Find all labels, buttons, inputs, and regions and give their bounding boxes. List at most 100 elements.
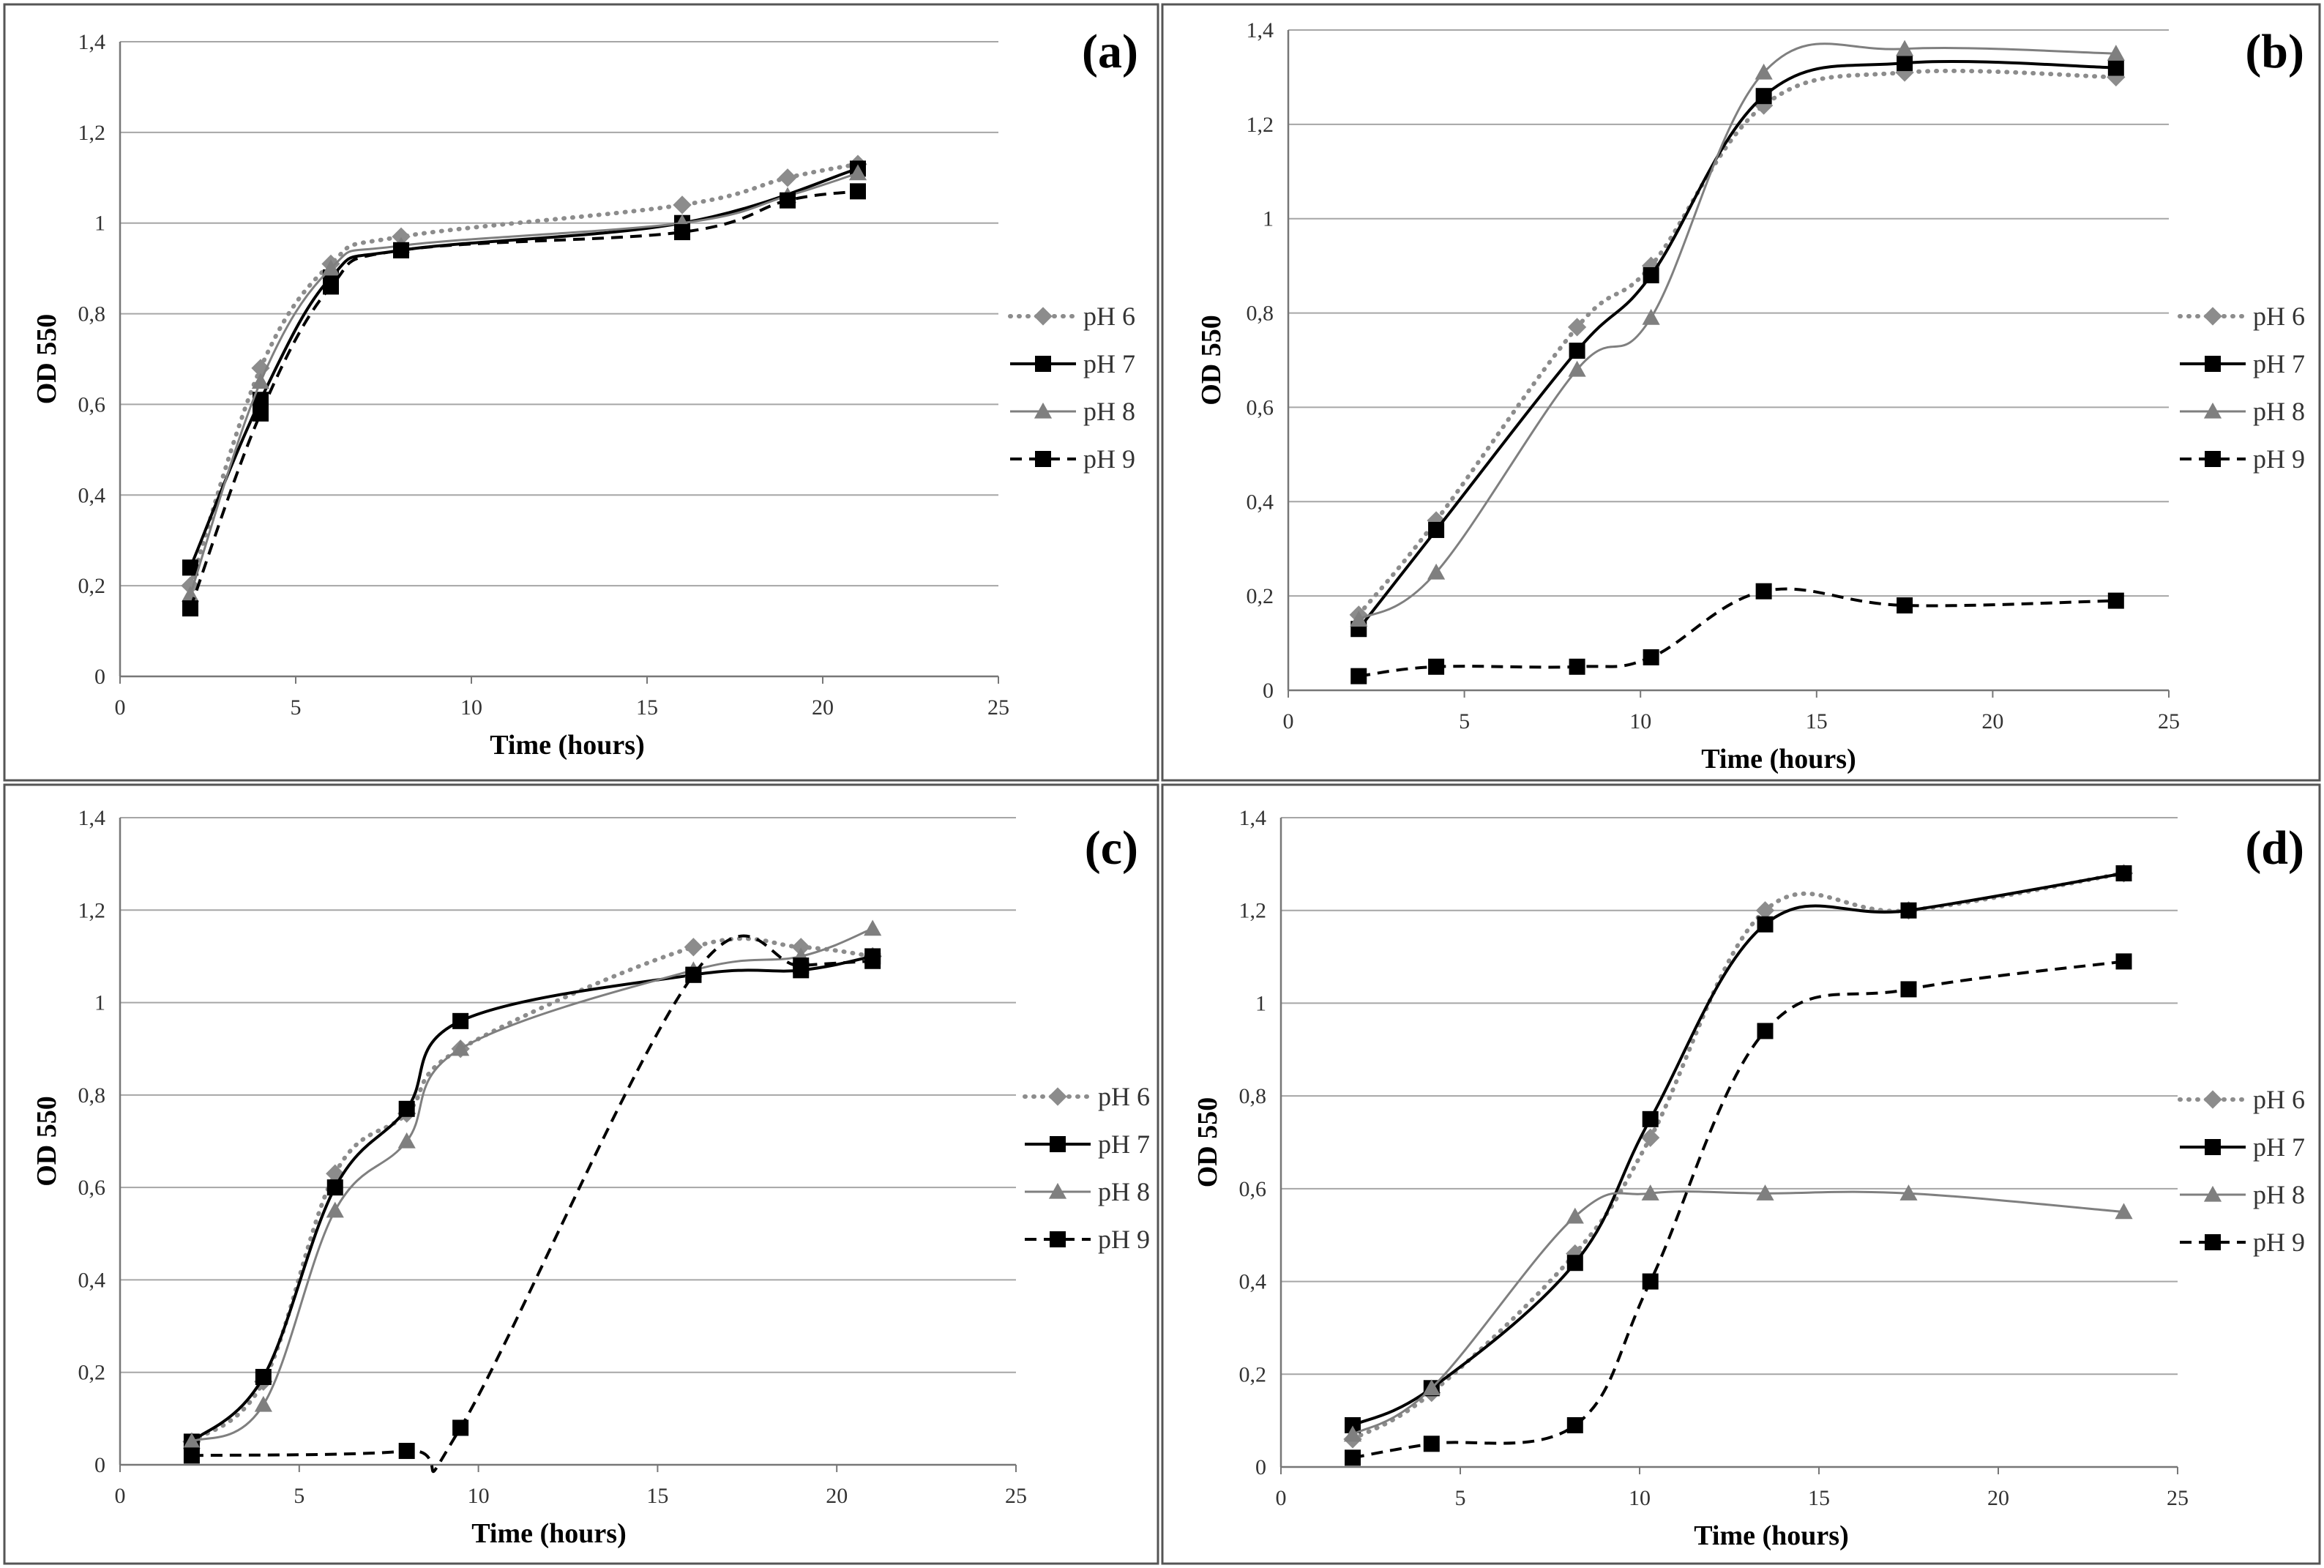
x-tick-label: 10 bbox=[468, 1484, 490, 1508]
legend-marker bbox=[1035, 451, 1051, 467]
data-point bbox=[864, 952, 881, 969]
data-point bbox=[181, 576, 200, 595]
y-axis-title: OD 550 bbox=[31, 1096, 62, 1187]
series-line bbox=[188, 162, 860, 589]
data-point bbox=[1569, 658, 1585, 675]
y-tick-label: 0,4 bbox=[1239, 1270, 1267, 1294]
legend-marker bbox=[1048, 1087, 1067, 1106]
y-tick-label: 0 bbox=[1255, 1455, 1266, 1479]
y-tick-label: 1 bbox=[94, 212, 105, 236]
legend-label: pH 7 bbox=[2253, 1132, 2305, 1162]
y-tick-label: 0,2 bbox=[78, 574, 106, 598]
legend-marker bbox=[2205, 356, 2221, 372]
chart-panel-c: 0 0,2 0,4 0,6 0,8 1 1,2 1,4 0 5 10 15 20 25 Time (hour… bbox=[31, 806, 1150, 1549]
legend-entry-ph-8: pH 8 bbox=[1010, 397, 1135, 426]
legend-entry-ph-9: pH 9 bbox=[2180, 1228, 2305, 1257]
legend-entry-ph-6: pH 6 bbox=[1008, 302, 1135, 331]
legend-label: pH 8 bbox=[1083, 397, 1135, 426]
data-point bbox=[182, 559, 198, 576]
x-tick-label: 15 bbox=[636, 695, 658, 720]
data-point bbox=[452, 1012, 469, 1029]
legend-entry-ph-8: pH 8 bbox=[1025, 1177, 1150, 1206]
data-point bbox=[393, 242, 409, 258]
data-point bbox=[1757, 1023, 1774, 1039]
series-ph-6 bbox=[181, 154, 867, 595]
legend-label: pH 9 bbox=[2253, 444, 2305, 474]
legend-label: pH 6 bbox=[1098, 1082, 1150, 1111]
data-point bbox=[251, 373, 270, 389]
data-point bbox=[182, 600, 198, 617]
x-tick-label: 0 bbox=[115, 1484, 126, 1508]
data-point bbox=[1428, 521, 1445, 538]
data-point bbox=[780, 192, 796, 209]
y-tick-label: 1,4 bbox=[1239, 806, 1267, 830]
data-point bbox=[326, 1201, 344, 1218]
data-point bbox=[850, 183, 866, 200]
y-tick-label: 0 bbox=[94, 1453, 105, 1477]
y-tick-label: 0,6 bbox=[1247, 395, 1274, 419]
y-tick-label: 0,8 bbox=[1247, 302, 1274, 326]
x-tick-label: 0 bbox=[1283, 709, 1294, 733]
y-tick-label: 0,4 bbox=[1247, 490, 1274, 514]
x-tick-label: 10 bbox=[1629, 1486, 1651, 1510]
legend-entry-ph-7: pH 7 bbox=[2180, 349, 2305, 378]
data-point bbox=[1350, 668, 1367, 684]
data-point bbox=[397, 1132, 416, 1149]
y-tick-label: 1,4 bbox=[1247, 18, 1274, 42]
panel-label: (c) bbox=[1085, 821, 1138, 875]
legend-marker bbox=[1048, 1182, 1067, 1199]
series-line bbox=[189, 167, 859, 569]
y-axis-title: OD 550 bbox=[1196, 315, 1227, 406]
panel-frame bbox=[3, 3, 1159, 782]
data-point bbox=[1757, 916, 1774, 933]
y-tick-label: 1,2 bbox=[1247, 113, 1274, 137]
y-tick-label: 0 bbox=[94, 665, 105, 689]
data-point bbox=[1896, 40, 1914, 56]
series-ph-7 bbox=[1350, 55, 2124, 638]
legend-label: pH 9 bbox=[2253, 1228, 2305, 1257]
series-line bbox=[190, 955, 873, 1443]
x-tick-label: 20 bbox=[812, 695, 834, 720]
legend-label: pH 6 bbox=[2253, 1085, 2305, 1114]
data-point bbox=[1897, 597, 1913, 614]
x-tick-label: 10 bbox=[460, 695, 482, 720]
data-point bbox=[1566, 1255, 1583, 1272]
data-point bbox=[674, 224, 690, 241]
chart-panel-d: 0 0,2 0,4 0,6 0,8 1 1,2 1,4 0 5 10 15 20 25 Time (hour… bbox=[1192, 806, 2305, 1551]
y-tick-label: 0,2 bbox=[1239, 1362, 1267, 1386]
legend-entry-ph-9: pH 9 bbox=[2180, 444, 2305, 474]
data-point bbox=[1755, 583, 1772, 600]
x-tick-label: 0 bbox=[1276, 1486, 1287, 1510]
series-line bbox=[1357, 59, 2116, 630]
x-tick-label: 20 bbox=[826, 1484, 848, 1508]
y-tick-label: 0,8 bbox=[78, 1083, 106, 1108]
data-point bbox=[255, 1369, 272, 1386]
x-tick-label: 25 bbox=[2167, 1486, 2189, 1510]
y-axis-title: OD 550 bbox=[31, 314, 62, 405]
legend-entry-ph-6: pH 6 bbox=[1023, 1082, 1150, 1111]
x-tick-label: 25 bbox=[2158, 709, 2180, 733]
legend-entry-ph-7: pH 7 bbox=[1025, 1130, 1150, 1159]
legend-entry-ph-6: pH 6 bbox=[2178, 1085, 2305, 1114]
y-tick-label: 1 bbox=[1255, 991, 1266, 1015]
x-tick-label: 5 bbox=[291, 695, 302, 720]
panel-frame bbox=[3, 783, 1159, 1565]
legend-label: pH 6 bbox=[1083, 302, 1135, 331]
legend-entry-ph-7: pH 7 bbox=[1010, 349, 1135, 378]
y-tick-label: 1,4 bbox=[78, 806, 106, 830]
y-tick-label: 0,4 bbox=[78, 1268, 106, 1292]
data-point bbox=[1756, 1184, 1774, 1201]
legend-marker bbox=[2205, 451, 2221, 467]
series-ph-6 bbox=[1349, 63, 2126, 624]
data-point bbox=[2115, 1203, 2133, 1220]
y-tick-label: 1 bbox=[1263, 207, 1274, 231]
series-line bbox=[1358, 42, 2116, 621]
data-point bbox=[793, 957, 810, 974]
x-tick-label: 15 bbox=[1806, 709, 1828, 733]
series-line bbox=[1358, 587, 2116, 678]
data-point bbox=[684, 938, 703, 957]
x-axis-title: Time (hours) bbox=[471, 1518, 626, 1549]
series-line bbox=[189, 172, 859, 595]
series-ph-8 bbox=[181, 164, 867, 602]
data-point bbox=[673, 195, 692, 214]
